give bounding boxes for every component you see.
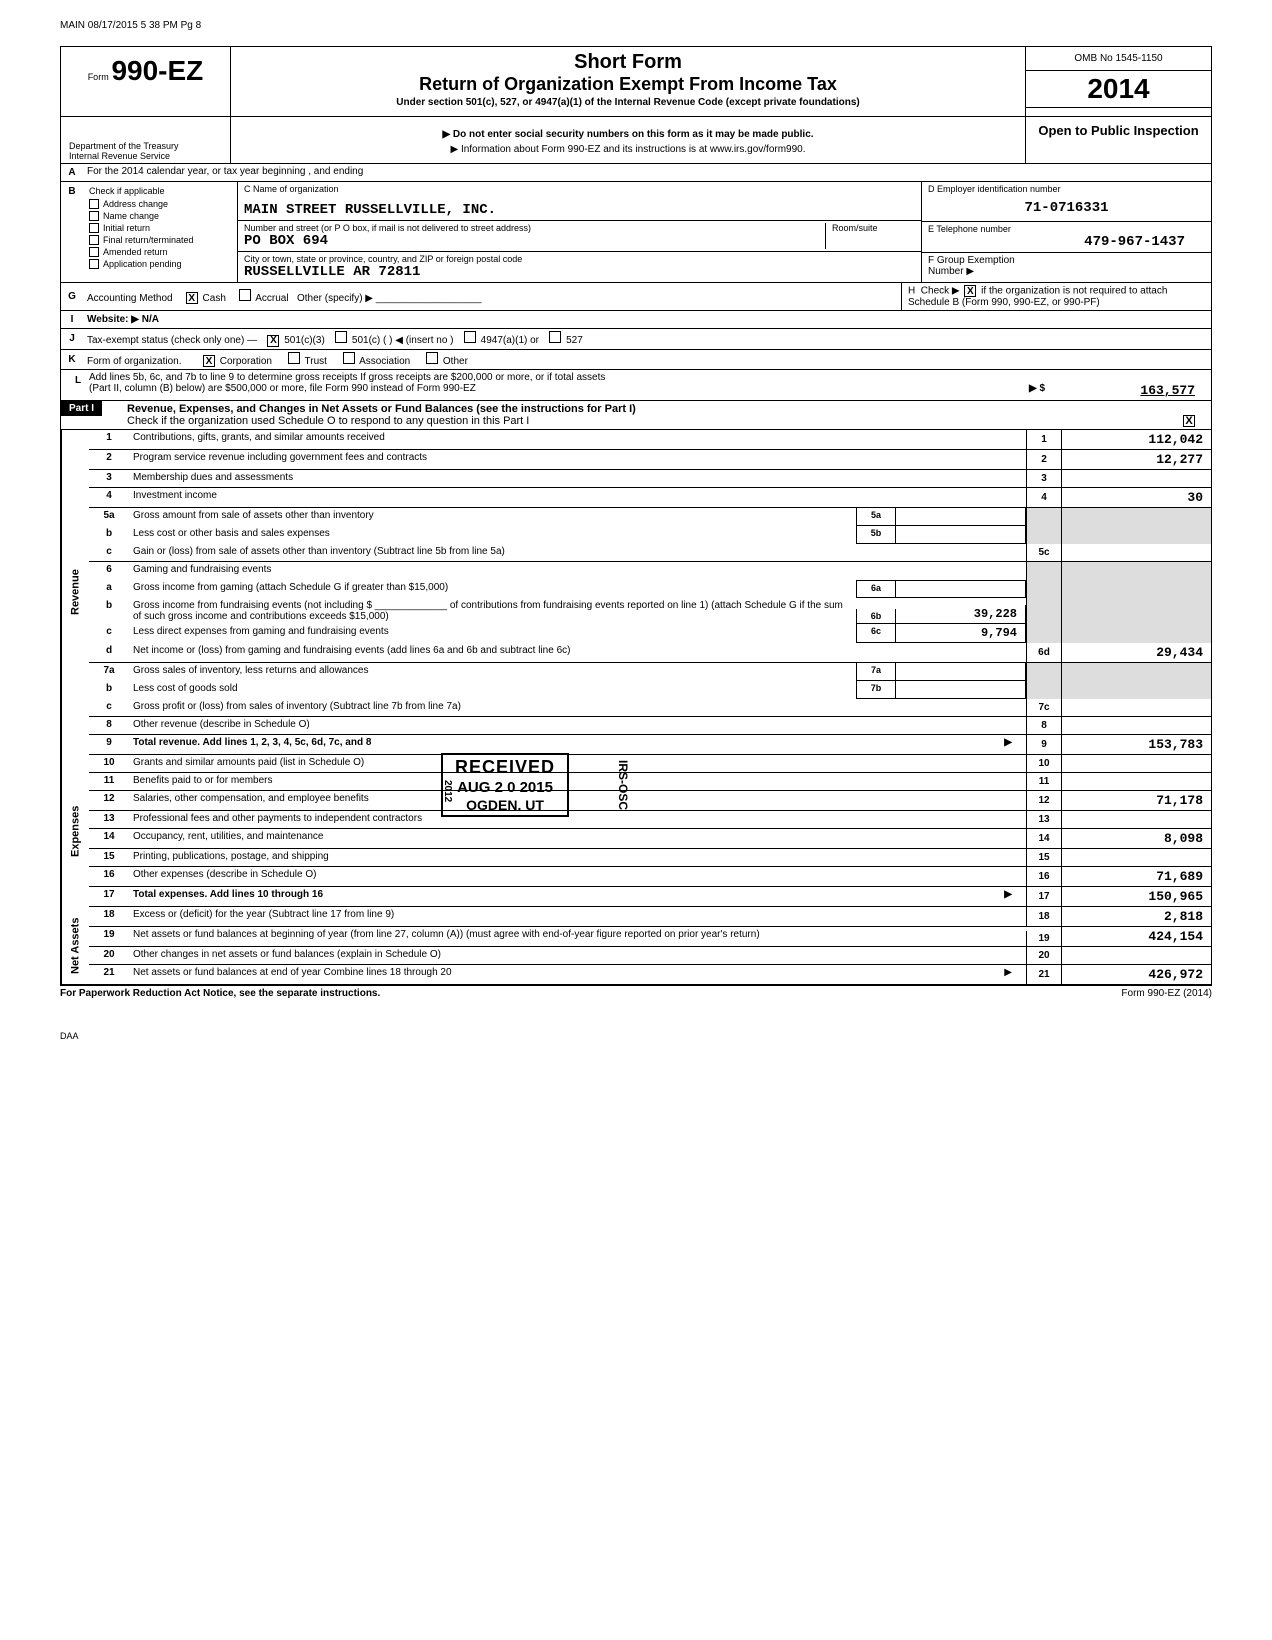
line9-amount: 153,783 xyxy=(1061,735,1211,754)
ein-value: 71-0716331 xyxy=(928,200,1205,216)
name-change-checkbox[interactable] xyxy=(89,211,99,221)
group-exemption-label: F Group Exemption xyxy=(928,255,1205,266)
org-name-label: C Name of organization xyxy=(244,184,915,194)
org-address: PO BOX 694 xyxy=(244,233,825,249)
row-l: L Add lines 5b, 6c, and 7b to line 9 to … xyxy=(60,370,1212,401)
dept-treasury: Department of the Treasury xyxy=(69,141,222,151)
line7c-amount xyxy=(1061,699,1211,716)
assoc-checkbox[interactable] xyxy=(343,352,355,364)
ein-label: D Employer identification number xyxy=(928,184,1205,194)
open-public: Open to Public Inspection xyxy=(1026,117,1211,144)
line10-amount xyxy=(1061,755,1211,772)
pending-checkbox[interactable] xyxy=(89,259,99,269)
line2-amount: 12,277 xyxy=(1061,450,1211,469)
row-j: J Tax-exempt status (check only one) — X… xyxy=(60,329,1212,350)
org-city: RUSSELLVILLE AR 72811 xyxy=(244,264,915,280)
phone-value: 479-967-1437 xyxy=(928,234,1205,250)
main-title: Return of Organization Exempt From Incom… xyxy=(241,74,1015,95)
org-name: MAIN STREET RUSSELLVILLE, INC. xyxy=(244,202,915,218)
line18-amount: 2,818 xyxy=(1061,907,1211,926)
line12-amount: 71,178 xyxy=(1061,791,1211,810)
irs-osc-stamp: IRS-OSC xyxy=(616,760,630,810)
line13-amount xyxy=(1061,811,1211,828)
ssn-warning: ▶ Do not enter social security numbers o… xyxy=(241,129,1015,140)
line8-amount xyxy=(1061,717,1211,734)
line6c-amount: 9,794 xyxy=(896,624,1026,643)
amended-checkbox[interactable] xyxy=(89,247,99,257)
line4-amount: 30 xyxy=(1061,488,1211,507)
row-a: A For the 2014 calendar year, or tax yea… xyxy=(60,164,1212,182)
received-stamp: RECEIVED 2012AUG 2 0 2015 OGDEN. UT xyxy=(441,753,569,817)
omb-number: OMB No 1545-1150 xyxy=(1026,47,1211,71)
schedule-o-checkbox[interactable]: X xyxy=(1183,415,1195,427)
netassets-label: Net Assets xyxy=(61,907,89,984)
line16-amount: 71,689 xyxy=(1061,867,1211,886)
line17-amount: 150,965 xyxy=(1061,887,1211,906)
phone-label: E Telephone number xyxy=(928,224,1205,234)
row-g: G Accounting Method X Cash Accrual Other… xyxy=(60,283,1212,311)
final-return-checkbox[interactable] xyxy=(89,235,99,245)
city-label: City or town, state or province, country… xyxy=(244,254,915,264)
daa-mark: DAA xyxy=(60,1031,1212,1041)
line1-amount: 112,042 xyxy=(1061,430,1211,449)
line15-amount xyxy=(1061,849,1211,866)
org-block: B Check if applicable Address change Nam… xyxy=(60,182,1212,283)
line11-amount xyxy=(1061,773,1211,790)
initial-return-checkbox[interactable] xyxy=(89,223,99,233)
subtitle: Under section 501(c), 527, or 4947(a)(1)… xyxy=(241,97,1015,108)
schedule-b-checkbox[interactable]: X xyxy=(964,285,976,297)
line14-amount: 8,098 xyxy=(1061,829,1211,848)
527-checkbox[interactable] xyxy=(549,331,561,343)
corp-checkbox[interactable]: X xyxy=(203,355,215,367)
line21-amount: 426,972 xyxy=(1061,965,1211,984)
gross-receipts-amount: 163,577 xyxy=(1055,383,1205,398)
room-label: Room/suite xyxy=(832,223,915,233)
line20-amount xyxy=(1061,947,1211,964)
part1-header: Part I Revenue, Expenses, and Changes in… xyxy=(60,401,1212,430)
line6d-amount: 29,434 xyxy=(1061,643,1211,662)
other-checkbox[interactable] xyxy=(426,352,438,364)
addr-label: Number and street (or P O box, if mail i… xyxy=(244,223,825,233)
row-a-text: For the 2014 calendar year, or tax year … xyxy=(83,164,1211,181)
501c3-checkbox[interactable]: X xyxy=(267,335,279,347)
checkbox-header: Check if applicable xyxy=(89,184,231,198)
addr-change-checkbox[interactable] xyxy=(89,199,99,209)
dept-irs: Internal Revenue Service xyxy=(69,151,222,161)
trust-checkbox[interactable] xyxy=(288,352,300,364)
line6b-amount: 39,228 xyxy=(896,605,1026,624)
footer: For Paperwork Reduction Act Notice, see … xyxy=(60,985,1212,1001)
4947-checkbox[interactable] xyxy=(464,331,476,343)
header-stamp: MAIN 08/17/2015 5 38 PM Pg 8 xyxy=(60,20,1212,31)
dept-row: Department of the Treasury Internal Reve… xyxy=(60,117,1212,164)
cash-checkbox[interactable]: X xyxy=(186,292,198,304)
tax-year: 2014 xyxy=(1026,71,1211,108)
form-number: 990-EZ xyxy=(111,55,203,86)
form-prefix: Form xyxy=(88,72,109,82)
short-form-title: Short Form xyxy=(241,51,1015,74)
accrual-checkbox[interactable] xyxy=(239,289,251,301)
line3-amount xyxy=(1061,470,1211,487)
row-i: I Website: ▶ N/A xyxy=(60,311,1212,329)
expenses-label: Expenses xyxy=(61,755,89,907)
row-k: K Form of organization. X Corporation Tr… xyxy=(60,350,1212,371)
501c-checkbox[interactable] xyxy=(335,331,347,343)
line5c-amount xyxy=(1061,544,1211,561)
info-url: ▶ Information about Form 990-EZ and its … xyxy=(241,144,1015,155)
form-header: Form 990-EZ Short Form Return of Organiz… xyxy=(60,46,1212,117)
group-exemption-number: Number ▶ xyxy=(928,266,1205,277)
revenue-label: Revenue xyxy=(61,430,89,755)
line19-amount: 424,154 xyxy=(1061,927,1211,946)
